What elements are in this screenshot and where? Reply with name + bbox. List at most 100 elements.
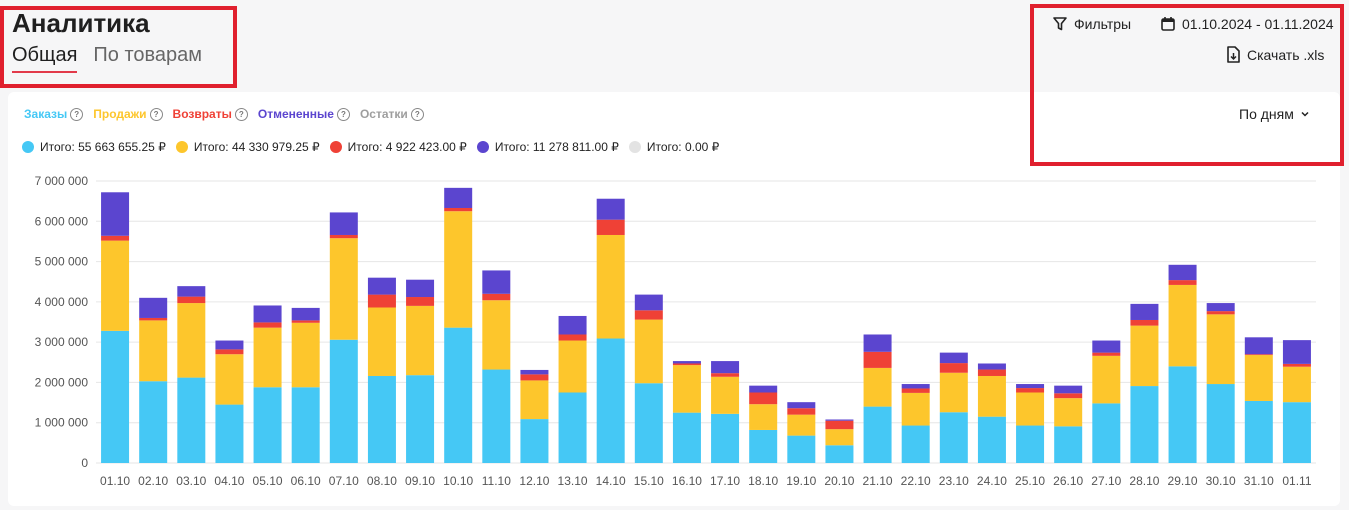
bar-segment[interactable] [1244,337,1273,355]
bar-segment[interactable] [939,352,968,364]
bar-segment[interactable] [825,429,854,446]
bar-segment[interactable] [1016,388,1045,393]
filters-button[interactable]: Фильтры [1052,16,1131,32]
bar-segment[interactable] [444,211,473,328]
bar-segment[interactable] [863,367,892,407]
bar-segment[interactable] [977,375,1006,417]
bar-segment[interactable] [596,338,625,463]
bar-segment[interactable] [672,363,701,366]
bar-segment[interactable] [1206,303,1235,312]
bar-segment[interactable] [558,392,587,464]
bar-segment[interactable] [444,187,473,208]
bar-segment[interactable] [634,383,663,463]
bar-segment[interactable] [329,339,358,463]
bar-segment[interactable] [253,305,282,323]
bar-segment[interactable] [1130,386,1159,463]
help-icon[interactable]: ? [234,107,248,121]
bar-segment[interactable] [1282,363,1311,367]
bar-segment[interactable] [215,349,244,355]
bar-segment[interactable] [520,369,549,375]
legend-item-stock[interactable]: Остатки? [360,107,424,121]
bar-segment[interactable] [367,294,396,308]
bar-segment[interactable] [711,413,740,463]
bar-segment[interactable] [177,303,206,378]
bar-segment[interactable] [1244,400,1273,463]
bar-segment[interactable] [177,296,206,304]
bar-segment[interactable] [1054,393,1083,399]
bar-segment[interactable] [291,387,320,463]
bar-segment[interactable] [634,294,663,311]
bar-segment[interactable] [367,307,396,376]
bar-segment[interactable] [939,412,968,463]
bar-segment[interactable] [406,305,435,376]
bar-segment[interactable] [863,406,892,463]
bar-segment[interactable] [711,361,740,374]
bar-segment[interactable] [329,234,358,239]
bar-segment[interactable] [558,340,587,393]
bar-segment[interactable] [1206,384,1235,463]
bar-segment[interactable] [1244,355,1273,401]
bar-segment[interactable] [101,240,130,331]
bar-segment[interactable] [672,361,701,364]
bar-segment[interactable] [825,445,854,463]
bar-segment[interactable] [139,381,168,463]
bar-segment[interactable] [711,376,740,414]
date-range-picker[interactable]: 01.10.2024 - 01.11.2024 [1160,16,1334,32]
bar-segment[interactable] [558,334,587,341]
bar-segment[interactable] [520,419,549,463]
bar-segment[interactable] [1130,325,1159,387]
bar-segment[interactable] [1168,264,1197,281]
legend-item-cancelled[interactable]: Отмененные? [258,107,350,121]
bar-segment[interactable] [444,207,473,212]
bar-segment[interactable] [1282,402,1311,463]
bar-segment[interactable] [863,334,892,352]
help-icon[interactable]: ? [70,107,84,121]
legend-item-orders[interactable]: Заказы? [24,107,84,121]
tab-general[interactable]: Общая [12,44,78,73]
bar-segment[interactable] [596,234,625,339]
bar-segment[interactable] [1130,303,1159,320]
granularity-dropdown[interactable]: По дням [1239,106,1310,122]
bar-segment[interactable] [825,420,854,430]
bar-segment[interactable] [329,212,358,235]
bar-segment[interactable] [1054,426,1083,463]
bar-segment[interactable] [520,380,549,420]
bar-segment[interactable] [1206,311,1235,315]
bar-segment[interactable] [367,375,396,463]
bar-segment[interactable] [901,388,930,393]
bar-segment[interactable] [1168,284,1197,367]
legend-item-sales[interactable]: Продажи? [93,107,163,121]
bar-segment[interactable] [215,404,244,463]
bar-segment[interactable] [482,369,511,463]
bar-segment[interactable] [901,384,930,389]
bar-segment[interactable] [482,293,511,301]
tab-by-products[interactable]: По товарам [93,44,203,66]
bar-segment[interactable] [711,373,740,377]
bar-segment[interactable] [977,363,1006,370]
bar-segment[interactable] [1092,352,1121,356]
bar-segment[interactable] [1092,355,1121,404]
bar-segment[interactable] [1092,340,1121,353]
bar-segment[interactable] [177,286,206,297]
bar-segment[interactable] [1168,366,1197,463]
bar-segment[interactable] [253,387,282,463]
bar-segment[interactable] [1054,385,1083,394]
bar-segment[interactable] [634,310,663,320]
bar-segment[interactable] [939,363,968,373]
bar-segment[interactable] [1206,314,1235,385]
bar-segment[interactable] [406,297,435,306]
bar-segment[interactable] [672,365,701,413]
help-icon[interactable]: ? [149,107,163,121]
bar-segment[interactable] [558,315,587,335]
bar-segment[interactable] [863,351,892,368]
bar-segment[interactable] [101,330,130,463]
help-icon[interactable]: ? [336,107,350,121]
bar-segment[interactable] [749,385,778,393]
bar-segment[interactable] [1016,392,1045,426]
bar-segment[interactable] [406,375,435,463]
bar-segment[interactable] [1054,398,1083,427]
bar-segment[interactable] [939,372,968,413]
bar-segment[interactable] [825,419,854,421]
bar-segment[interactable] [329,238,358,340]
bar-segment[interactable] [367,277,396,295]
